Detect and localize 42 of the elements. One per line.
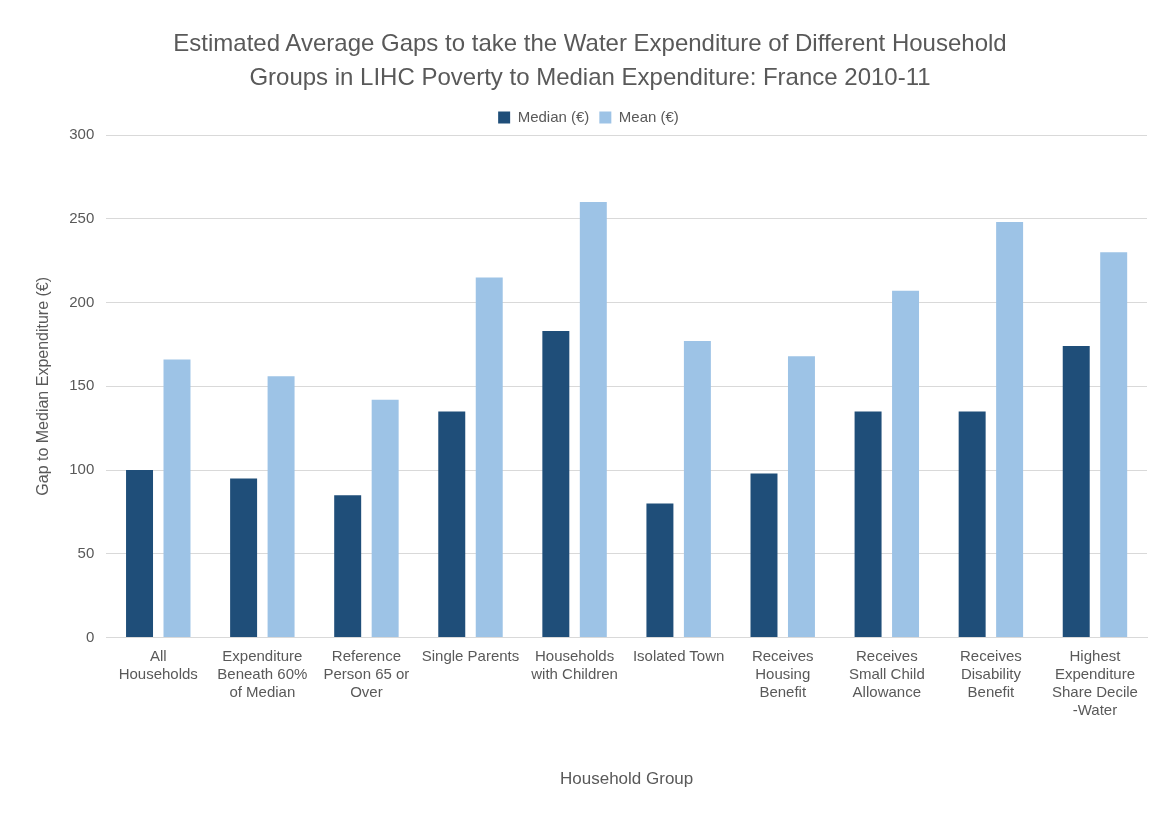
x-tick-label: Expenditure Beneath 60% of Median bbox=[217, 646, 308, 700]
y-tick-label: 50 bbox=[77, 543, 95, 561]
bar bbox=[163, 359, 191, 638]
x-tick-label: Reference Person 65 or Over bbox=[323, 646, 410, 700]
x-tick-label: Receives Disability Benefit bbox=[960, 646, 1022, 700]
bar bbox=[1100, 252, 1128, 638]
bar bbox=[126, 470, 154, 638]
x-tick-label: Receives Small Child Allowance bbox=[848, 646, 925, 700]
y-tick-label: 150 bbox=[69, 376, 95, 394]
legend-label: Mean (€) bbox=[618, 107, 679, 125]
y-tick-label: 0 bbox=[85, 627, 95, 645]
bar bbox=[579, 202, 607, 638]
bar bbox=[371, 399, 399, 638]
y-axis-title: Gap to Median Expenditure (€) bbox=[34, 276, 52, 496]
bar bbox=[646, 503, 674, 638]
y-tick-label: 100 bbox=[69, 460, 95, 478]
bar bbox=[996, 222, 1024, 638]
bar bbox=[542, 331, 570, 638]
bar bbox=[750, 473, 778, 638]
bar bbox=[230, 478, 258, 638]
bar bbox=[475, 277, 503, 638]
bar bbox=[787, 356, 815, 638]
x-tick-label: Receives Housing Benefit bbox=[751, 646, 814, 700]
bar bbox=[267, 376, 295, 638]
x-tick-label: Households with Children bbox=[530, 646, 618, 682]
bar bbox=[1062, 346, 1090, 638]
bar bbox=[892, 290, 920, 638]
y-tick-label: 300 bbox=[69, 125, 95, 143]
x-tick-label: Highest Expenditure Share Decile -Water bbox=[1052, 646, 1138, 718]
x-tick-label: All Households bbox=[118, 646, 198, 682]
bar bbox=[683, 341, 711, 638]
bar bbox=[854, 411, 882, 638]
x-axis-title: Household Group bbox=[559, 769, 694, 789]
y-tick-label: 200 bbox=[69, 292, 95, 310]
bar bbox=[438, 411, 466, 638]
y-tick-label: 250 bbox=[69, 208, 95, 226]
bar bbox=[958, 411, 986, 638]
bar bbox=[334, 495, 362, 638]
legend-label: Median (€) bbox=[517, 107, 590, 125]
x-tick-label: Isolated Town bbox=[632, 646, 725, 664]
chart-title: Estimated Average Gaps to take the Water Expenditure of Different Household Groups in LIHC Poverty to Median Expenditure: France 2010-11 bbox=[172, 28, 1008, 92]
x-tick-label: Single Parents bbox=[421, 646, 520, 664]
